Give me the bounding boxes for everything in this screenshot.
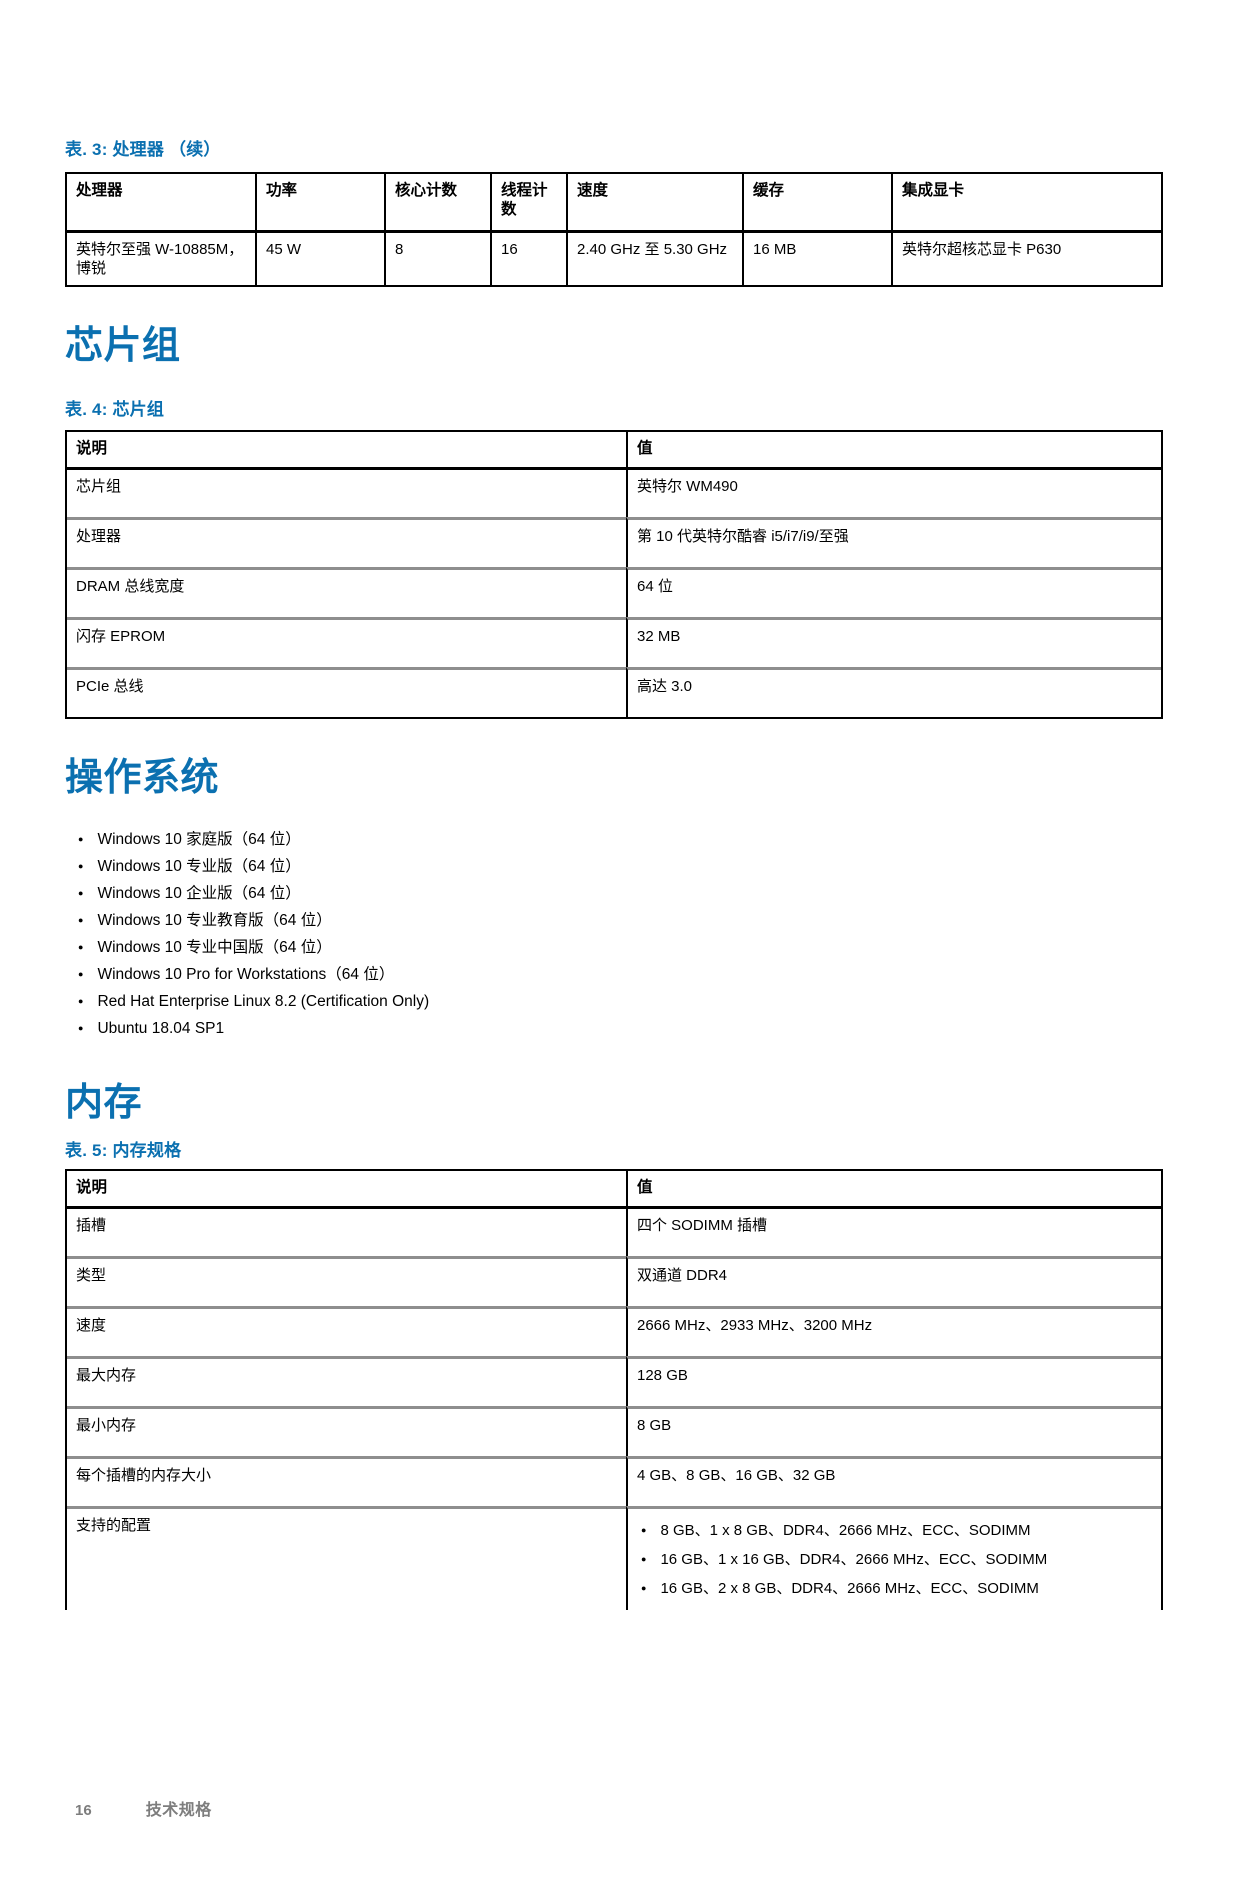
table-row: 闪存 EPROM 32 MB — [67, 617, 1161, 667]
table-row: 支持的配置8 GB、1 x 8 GB、DDR4、2666 MHz、ECC、SOD… — [67, 1506, 1161, 1610]
table-row: 插槽 四个 SODIMM 插槽 — [67, 1209, 1161, 1256]
list-item: Windows 10 家庭版（64 位） — [78, 826, 1163, 853]
table-cell: 高达 3.0 — [626, 667, 1161, 717]
table-row: DRAM 总线宽度 64 位 — [67, 567, 1161, 617]
table5-caption: 表. 5: 内存规格 — [65, 1141, 182, 1160]
table-cell: 第 10 代英特尔酷睿 i5/i7/i9/至强 — [626, 517, 1161, 567]
table-cell: 最大内存 — [67, 1356, 626, 1406]
table-row: 速度 2666 MHz、2933 MHz、3200 MHz — [67, 1306, 1161, 1356]
table-header-cell: 处理器 — [67, 174, 255, 233]
table4-caption: 表. 4: 芯片组 — [65, 400, 165, 419]
table-cell: 64 位 — [626, 567, 1161, 617]
table-cell: 8 GB — [626, 1406, 1161, 1456]
chipset-table: 说明值 芯片组 英特尔 WM490 处理器第 10 代英特尔酷睿 i5/i7/i9/… — [65, 430, 1163, 719]
table-cell: 8 — [384, 233, 490, 285]
table-cell: 芯片组 — [76, 478, 122, 495]
operating-system-list: Windows 10 家庭版（64 位）Windows 10 专业版（64 位）… — [65, 826, 1163, 1042]
table-row: 英特尔至强 W-10885M，博锐 45 W 8 16 2.40 GHz 至 5.30 … — [67, 233, 1161, 285]
table-row: 处理器第 10 代英特尔酷睿 i5/i7/i9/至强 — [67, 517, 1161, 567]
list-item: Windows 10 专业中国版（64 位） — [78, 934, 1163, 961]
chipset-heading: 芯片组 — [65, 325, 181, 367]
table-cell: 处理器 — [67, 517, 626, 567]
list-item: Windows 10 专业版（64 位） — [78, 853, 1163, 880]
table-cell: 8 GB、1 x 8 GB、DDR4、2666 MHz、ECC、SODIMM16… — [626, 1506, 1161, 1610]
list-item: Ubuntu 18.04 SP1 — [78, 1015, 1163, 1042]
memory-heading: 内存 — [65, 1082, 143, 1124]
table-header-row: 说明值 — [67, 432, 1161, 470]
table-row: 芯片组 英特尔 WM490 — [67, 470, 1161, 517]
table-row: 最小内存 8 GB — [67, 1406, 1161, 1456]
table-cell: 类型 — [67, 1256, 626, 1306]
table-cell: 16 — [490, 233, 566, 285]
table-header-row: 处理器 功率 核心计数 线程计数 速度 缓存 集成显卡 — [67, 174, 1161, 233]
table-row: 类型 双通道 DDR4 — [67, 1256, 1161, 1306]
list-item: 8 GB、1 x 8 GB、DDR4、2666 MHz、ECC、SODIMM — [637, 1516, 1152, 1545]
table-cell: PCIe 总线 — [67, 667, 626, 717]
table-cell: 英特尔超核芯显卡 P630 — [891, 233, 1161, 285]
table-header-cell: 速度 — [566, 174, 742, 233]
list-item: 16 GB、1 x 16 GB、DDR4、2666 MHz、ECC、SODIMM — [637, 1545, 1152, 1574]
list-item: Windows 10 企业版（64 位） — [78, 880, 1163, 907]
table-row: PCIe 总线 高达 3.0 — [67, 667, 1161, 717]
page-footer: 16 技术规格 — [75, 1796, 212, 1820]
table-header-cell: 说明 — [67, 432, 626, 470]
list-item: Windows 10 专业教育版（64 位） — [78, 907, 1163, 934]
table-cell: 英特尔 WM490 — [626, 470, 1161, 517]
table-cell: 45 W — [255, 233, 384, 285]
table-cell: 每个插槽的内存大小 — [67, 1456, 626, 1506]
operating-system-heading: 操作系统 — [65, 757, 220, 799]
table-header-cell: 缓存 — [742, 174, 891, 233]
memory-table: 说明值 插槽 四个 SODIMM 插槽 类型 双通道 DDR4 速度 2666 MHz、2… — [65, 1169, 1163, 1610]
table-header-cell: 功率 — [255, 174, 384, 233]
page-number: 16 — [75, 1802, 92, 1819]
cell-bullet-list: 8 GB、1 x 8 GB、DDR4、2666 MHz、ECC、SODIMM16… — [637, 1516, 1152, 1603]
footer-title: 技术规格 — [145, 1802, 212, 1819]
table-cell: 2.40 GHz 至 5.30 GHz — [566, 233, 742, 285]
table-header-cell: 集成显卡 — [891, 174, 1161, 233]
list-item: Red Hat Enterprise Linux 8.2 (Certificat… — [78, 988, 1163, 1015]
table-cell: 闪存 EPROM — [67, 617, 626, 667]
list-item: 16 GB、2 x 8 GB、DDR4、2666 MHz、ECC、SODIMM — [637, 1574, 1152, 1603]
table-cell: 插槽 — [76, 1217, 107, 1234]
table-header-row: 说明值 — [67, 1171, 1161, 1209]
table-header-cell: 核心计数 — [384, 174, 490, 233]
page-content: 表. 3: 处理器 （续） 处理器 功率 核心计数 线程计数 速度 缓存 集成显卡 英特尔至… — [65, 140, 1163, 1610]
table-cell: 16 MB — [742, 233, 891, 285]
table-cell: 双通道 DDR4 — [626, 1256, 1161, 1306]
table-cell: 32 MB — [626, 617, 1161, 667]
table-cell: 128 GB — [626, 1356, 1161, 1406]
table-header-cell: 值 — [626, 432, 1161, 470]
table-cell: DRAM 总线宽度 — [67, 567, 626, 617]
table-cell: 四个 SODIMM 插槽 — [626, 1209, 1161, 1256]
list-item: Windows 10 Pro for Workstations（64 位） — [78, 961, 1163, 988]
table-cell: 英特尔至强 W-10885M，博锐 — [76, 241, 244, 277]
table-cell: 最小内存 — [67, 1406, 626, 1456]
table-header-cell: 说明 — [67, 1171, 626, 1209]
table-row: 每个插槽的内存大小 4 GB、8 GB、16 GB、32 GB — [67, 1456, 1161, 1506]
table-row: 最大内存 128 GB — [67, 1356, 1161, 1406]
table-cell: 支持的配置 — [67, 1506, 626, 1610]
table-cell: 4 GB、8 GB、16 GB、32 GB — [626, 1456, 1161, 1506]
table-header-cell: 值 — [626, 1171, 1161, 1209]
table-header-cell: 线程计数 — [490, 174, 566, 233]
table-cell: 2666 MHz、2933 MHz、3200 MHz — [626, 1306, 1161, 1356]
table-cell: 速度 — [67, 1306, 626, 1356]
table3-caption: 表. 3: 处理器 （续） — [65, 140, 221, 159]
processor-table: 处理器 功率 核心计数 线程计数 速度 缓存 集成显卡 英特尔至强 W-10885M，博锐 4… — [65, 172, 1163, 287]
